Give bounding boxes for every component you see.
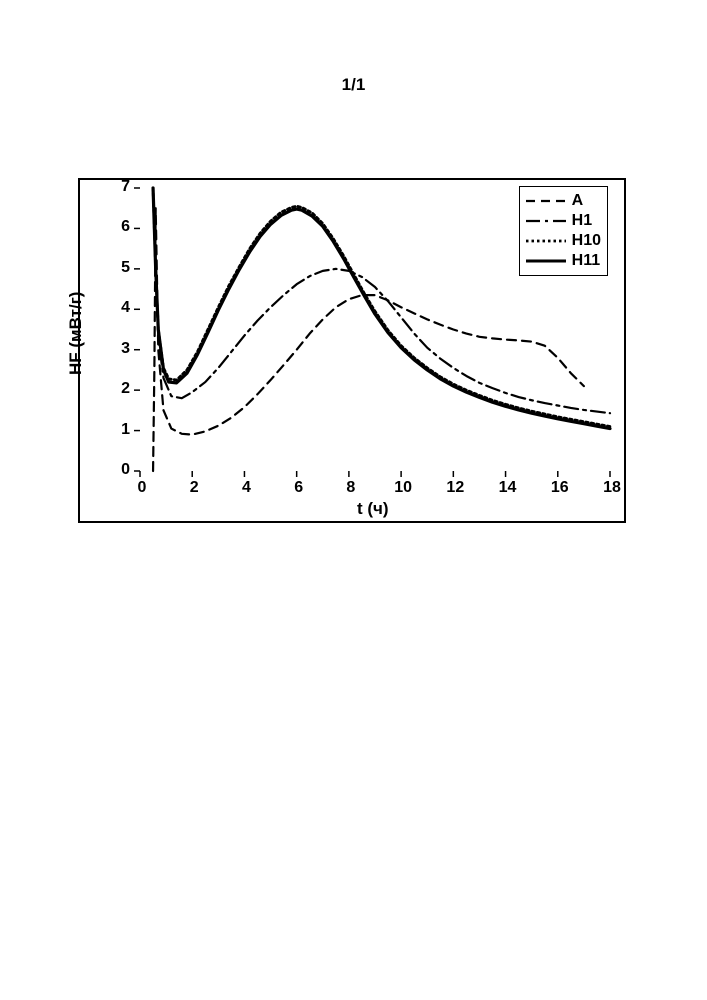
legend-item: H10 — [526, 231, 601, 251]
legend-label: H11 — [572, 252, 600, 270]
y-tick-label: 6 — [121, 218, 130, 236]
y-tick-label: 4 — [121, 299, 130, 317]
legend-label: H10 — [572, 232, 601, 250]
legend: A H1 H10 H11 — [519, 186, 608, 276]
legend-item: H1 — [526, 211, 601, 231]
x-tick-label: 12 — [445, 479, 465, 497]
x-tick-label: 0 — [132, 479, 152, 497]
legend-item: H11 — [526, 251, 601, 271]
y-tick-label: 1 — [121, 421, 130, 439]
y-axis-label: HF (мВт/г) — [66, 291, 86, 374]
x-tick-label: 8 — [341, 479, 361, 497]
y-tick-label: 3 — [121, 340, 130, 358]
page: 1/1 02468101214161801234567HF (мВт/г)t (… — [0, 0, 707, 1000]
y-tick-label: 0 — [121, 461, 130, 479]
x-tick-label: 16 — [550, 479, 570, 497]
x-tick-label: 2 — [184, 479, 204, 497]
legend-swatch — [526, 193, 566, 209]
legend-item: A — [526, 191, 601, 211]
legend-swatch — [526, 213, 566, 229]
x-tick-label: 10 — [393, 479, 413, 497]
y-tick-label: 2 — [121, 380, 130, 398]
legend-label: A — [572, 192, 584, 210]
x-tick-label: 14 — [498, 479, 518, 497]
legend-label: H1 — [572, 212, 592, 230]
x-tick-label: 4 — [236, 479, 256, 497]
x-axis-label: t (ч) — [357, 499, 389, 519]
y-tick-label: 7 — [121, 178, 130, 196]
x-tick-label: 6 — [289, 479, 309, 497]
x-tick-label: 18 — [602, 479, 622, 497]
y-tick-label: 5 — [121, 259, 130, 277]
legend-swatch — [526, 253, 566, 269]
page-number: 1/1 — [0, 75, 707, 95]
legend-swatch — [526, 233, 566, 249]
